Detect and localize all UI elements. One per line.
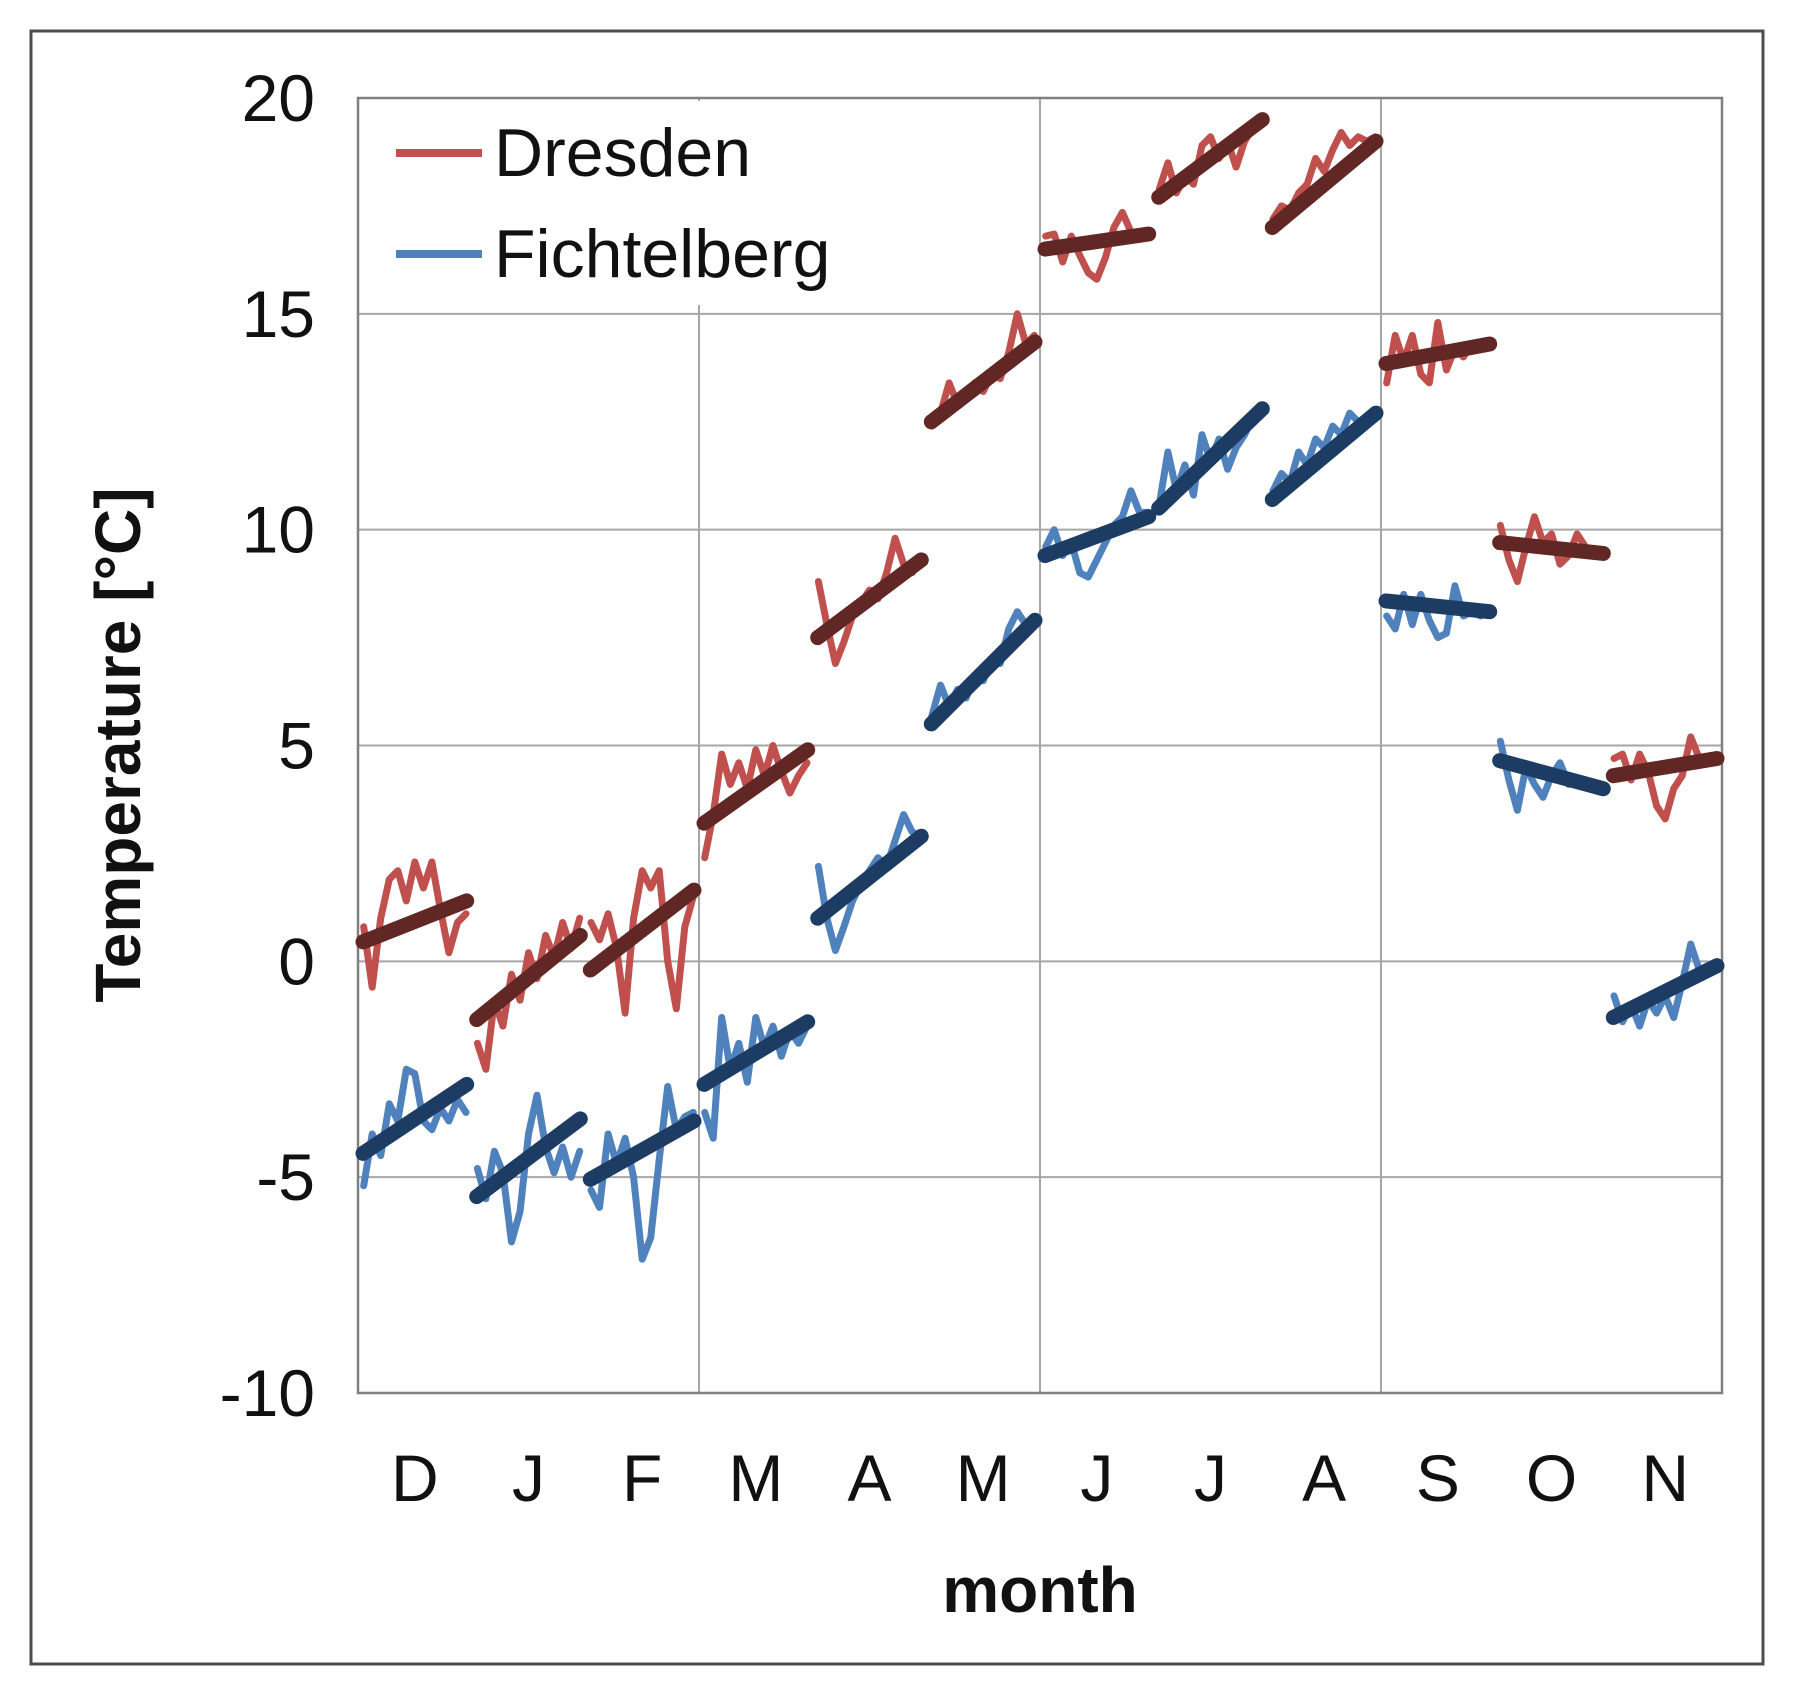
y-tick-label--10: -10 [220,1356,315,1430]
series-dresden-trend-month-12 [1605,751,1725,784]
series-dresden-trend-month-11 [1492,535,1611,561]
legend-background [361,101,843,305]
x-axis-title: month [942,1554,1138,1626]
series-fichtelberg-trend-month-1 [355,1076,475,1161]
series-dresden-trend-month-7 [1037,226,1157,257]
series-fichtelberg-trend-month-10 [1378,593,1498,620]
series-dresden-trend-month-1 [355,893,475,950]
series-fichtelberg-trend-month-3 [582,1113,702,1187]
x-tick-label-10-S: S [1416,1441,1460,1515]
x-tick-label-12-N: N [1641,1441,1689,1515]
series-dresden-trend-month-6 [923,334,1043,430]
plot-border [356,96,1724,1395]
gridlines [358,98,1722,1393]
x-tick-label-5-A: A [847,1441,891,1515]
series-dresden-trend-month-2 [469,927,588,1028]
series-dresden-trend-month-8 [1151,112,1270,205]
x-tick-label-4-M: M [728,1441,783,1515]
series-fichtelberg-trend-month-2 [469,1111,588,1205]
x-tick-label-11-O: O [1526,1441,1577,1515]
series-dresden-trend-month-9 [1264,133,1384,235]
series-fichtelberg-daily-month-2 [473,1091,584,1246]
series-dresden-trend-month-4 [696,742,816,831]
series-fichtelberg-daily-month-1 [360,1065,470,1190]
x-tick-label-3-F: F [622,1441,662,1515]
y-tick-label-10: 10 [242,493,315,567]
legend-label-fichtelberg: Fichtelberg [494,216,830,292]
series-fichtelberg-trend-month-4 [696,1014,816,1092]
series-dresden-daily-month-1 [360,858,470,991]
y-tick-label-15: 15 [242,277,315,351]
x-tick-label-6-M: M [956,1441,1011,1515]
series-dresden-trend-month-10 [1378,336,1498,371]
x-tick-label-2-J: J [512,1441,545,1515]
y-tick-label-5: 5 [278,709,315,783]
series-fichtelberg-trend-month-11 [1492,753,1611,797]
series-fichtelberg-trend-month-12 [1605,958,1725,1025]
legend: Dresden Fichtelberg [396,115,830,292]
series-dresden-trend-month-3 [582,882,702,978]
y-tick-label--5: -5 [256,1140,315,1214]
series-dresden-trend-month-5 [810,552,929,646]
series-fichtelberg-trend-month-9 [1264,405,1384,507]
x-tick-label-8-J: J [1194,1441,1227,1515]
series-dresden-daily-month-3 [587,867,697,1017]
x-tick-label-1-D: D [391,1441,439,1515]
y-tick-label-20: 20 [242,61,315,135]
series-fichtelberg-trend-month-8 [1151,401,1270,516]
series-dresden-daily-month-4 [701,742,811,862]
legend-label-dresden: Dresden [494,115,751,191]
y-axis-title: Temperature [°C] [82,487,154,1002]
y-tick-label-0: 0 [278,924,315,998]
series-dresden-daily-month-6 [928,310,1038,430]
series-fichtelberg-trend-month-7 [1037,509,1157,564]
series-fichtelberg-trend-month-6 [923,612,1043,732]
x-tick-label-9-A: A [1302,1441,1346,1515]
series-layer [355,112,1725,1263]
x-tick-label-7-J: J [1080,1441,1113,1515]
series-fichtelberg-trend-month-5 [810,828,929,926]
